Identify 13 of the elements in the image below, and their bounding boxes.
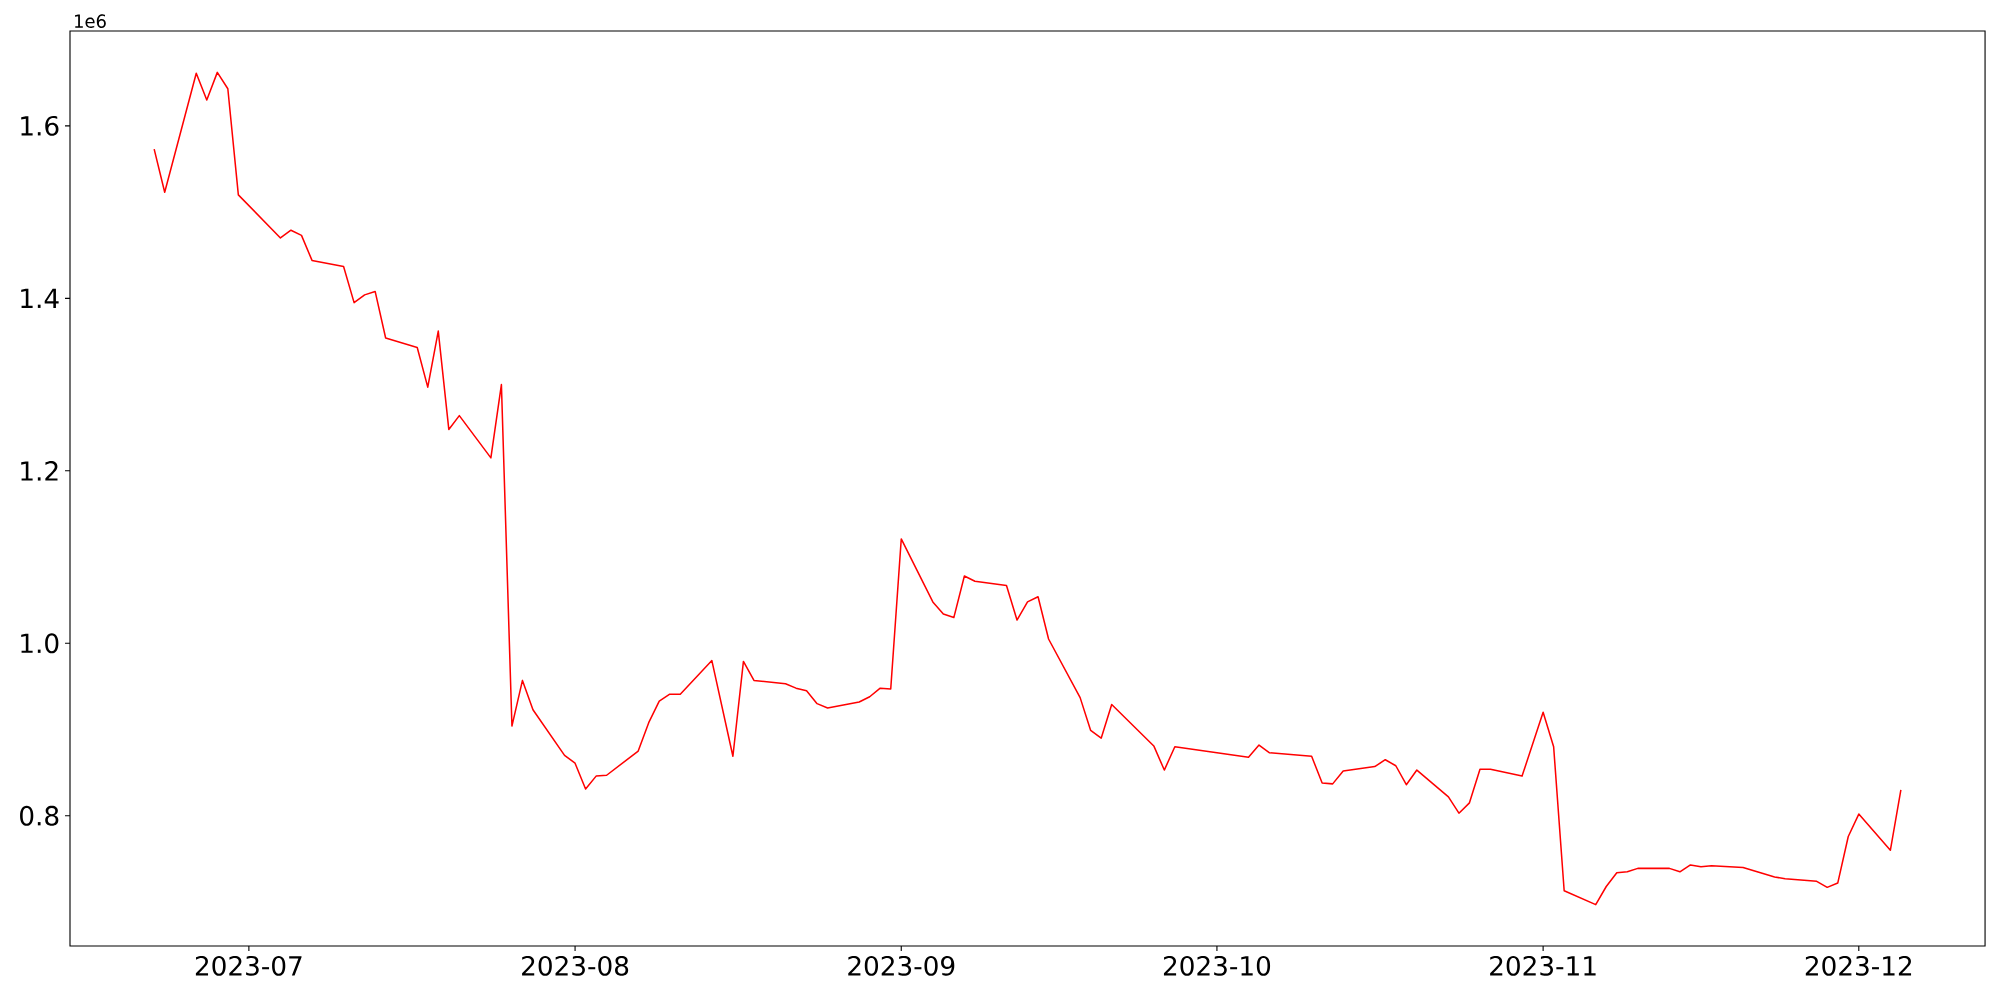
x-tick-label: 2023-12 bbox=[1805, 955, 1912, 976]
x-tick-label: 2023-08 bbox=[522, 955, 629, 976]
y-tick-label: 1.6 bbox=[21, 115, 59, 136]
y-tick-label: 0.8 bbox=[20, 805, 59, 826]
x-tick-label: 2023-09 bbox=[848, 955, 955, 976]
text: 1e6 bbox=[75, 14, 106, 28]
x-tick-label: 2023-11 bbox=[1490, 955, 1596, 976]
x-tick-label: 2023-10 bbox=[1163, 955, 1271, 976]
y-tick-label: 1.4 bbox=[21, 288, 59, 308]
y-tick-label: 1.0 bbox=[21, 633, 59, 654]
x-tick-label: 2023-07 bbox=[195, 955, 302, 976]
y-tick-label: 1.2 bbox=[21, 461, 58, 481]
line-series bbox=[153, 71, 1902, 906]
